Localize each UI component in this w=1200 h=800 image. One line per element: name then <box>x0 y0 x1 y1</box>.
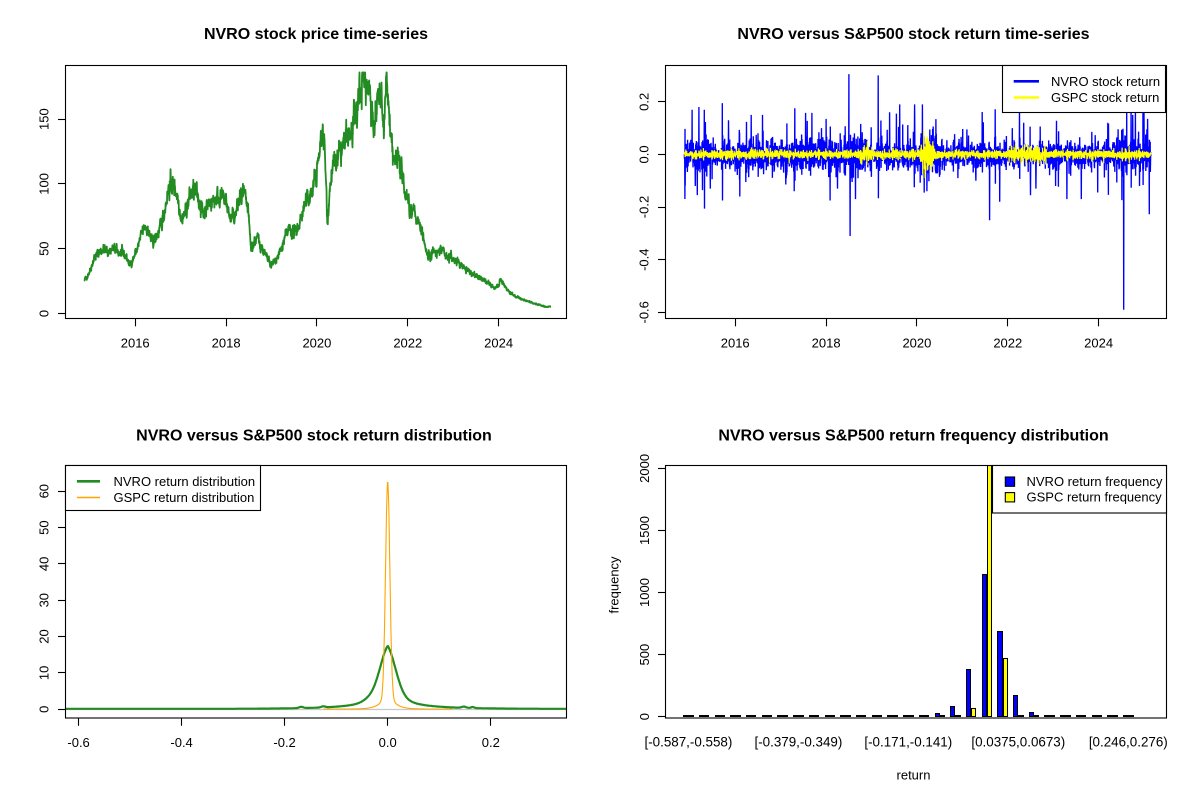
svg-text:GSPC return frequency: GSPC return frequency <box>1027 490 1163 505</box>
svg-text:2024: 2024 <box>484 336 513 351</box>
svg-text:0: 0 <box>637 713 652 720</box>
svg-text:2018: 2018 <box>812 336 841 351</box>
svg-text:[0.0375,0.0673): [0.0375,0.0673) <box>971 735 1065 750</box>
svg-text:2000: 2000 <box>637 454 652 483</box>
svg-text:[0.246,0.276): [0.246,0.276) <box>1089 735 1168 750</box>
svg-text:NVRO stock return: NVRO stock return <box>1051 74 1160 89</box>
svg-text:40: 40 <box>37 557 52 571</box>
svg-text:2020: 2020 <box>902 336 931 351</box>
svg-text:2020: 2020 <box>302 336 331 351</box>
svg-text:[-0.171,-0.141): [-0.171,-0.141) <box>864 735 952 750</box>
svg-text:NVRO return frequency: NVRO return frequency <box>1027 474 1163 489</box>
svg-text:10: 10 <box>37 666 52 680</box>
svg-text:0.2: 0.2 <box>637 93 652 111</box>
svg-text:2022: 2022 <box>993 336 1022 351</box>
svg-text:2016: 2016 <box>121 336 150 351</box>
svg-text:NVRO versus S&P500 return freq: NVRO versus S&P500 return frequency dist… <box>718 428 1108 445</box>
svg-text:2018: 2018 <box>212 336 241 351</box>
svg-text:NVRO versus S&P500 stock retur: NVRO versus S&P500 stock return distribu… <box>136 428 492 445</box>
svg-text:-0.4: -0.4 <box>637 248 652 270</box>
svg-text:-0.2: -0.2 <box>637 196 652 218</box>
svg-text:[-0.379,-0.349): [-0.379,-0.349) <box>754 735 842 750</box>
svg-text:2022: 2022 <box>393 336 422 351</box>
svg-text:0: 0 <box>37 706 52 713</box>
svg-text:NVRO stock price time-series: NVRO stock price time-series <box>204 26 428 43</box>
svg-text:0: 0 <box>37 310 52 317</box>
svg-text:1000: 1000 <box>637 578 652 607</box>
svg-text:500: 500 <box>637 644 652 666</box>
svg-text:0.0: 0.0 <box>637 145 652 163</box>
svg-text:-0.2: -0.2 <box>273 735 295 750</box>
svg-text:60: 60 <box>37 484 52 498</box>
svg-text:50: 50 <box>37 241 52 255</box>
svg-text:GSPC stock return: GSPC stock return <box>1051 90 1159 105</box>
svg-text:0.0: 0.0 <box>379 735 397 750</box>
svg-text:2016: 2016 <box>721 336 750 351</box>
svg-text:NVRO return distribution: NVRO return distribution <box>114 474 256 489</box>
svg-text:20: 20 <box>37 629 52 643</box>
svg-text:30: 30 <box>37 593 52 607</box>
svg-text:[-0.587,-0.558): [-0.587,-0.558) <box>644 735 732 750</box>
svg-text:return: return <box>897 768 931 783</box>
svg-text:-0.4: -0.4 <box>170 735 192 750</box>
svg-text:100: 100 <box>37 173 52 195</box>
svg-text:150: 150 <box>37 108 52 130</box>
svg-text:50: 50 <box>37 520 52 534</box>
svg-text:2024: 2024 <box>1084 336 1113 351</box>
svg-text:0.2: 0.2 <box>482 735 500 750</box>
svg-text:frequency: frequency <box>607 556 622 614</box>
svg-text:NVRO versus S&P500 stock retur: NVRO versus S&P500 stock return time-ser… <box>737 26 1089 43</box>
svg-text:-0.6: -0.6 <box>67 735 89 750</box>
svg-text:-0.6: -0.6 <box>637 301 652 323</box>
svg-text:1500: 1500 <box>637 516 652 545</box>
svg-text:GSPC return distribution: GSPC return distribution <box>114 490 255 505</box>
